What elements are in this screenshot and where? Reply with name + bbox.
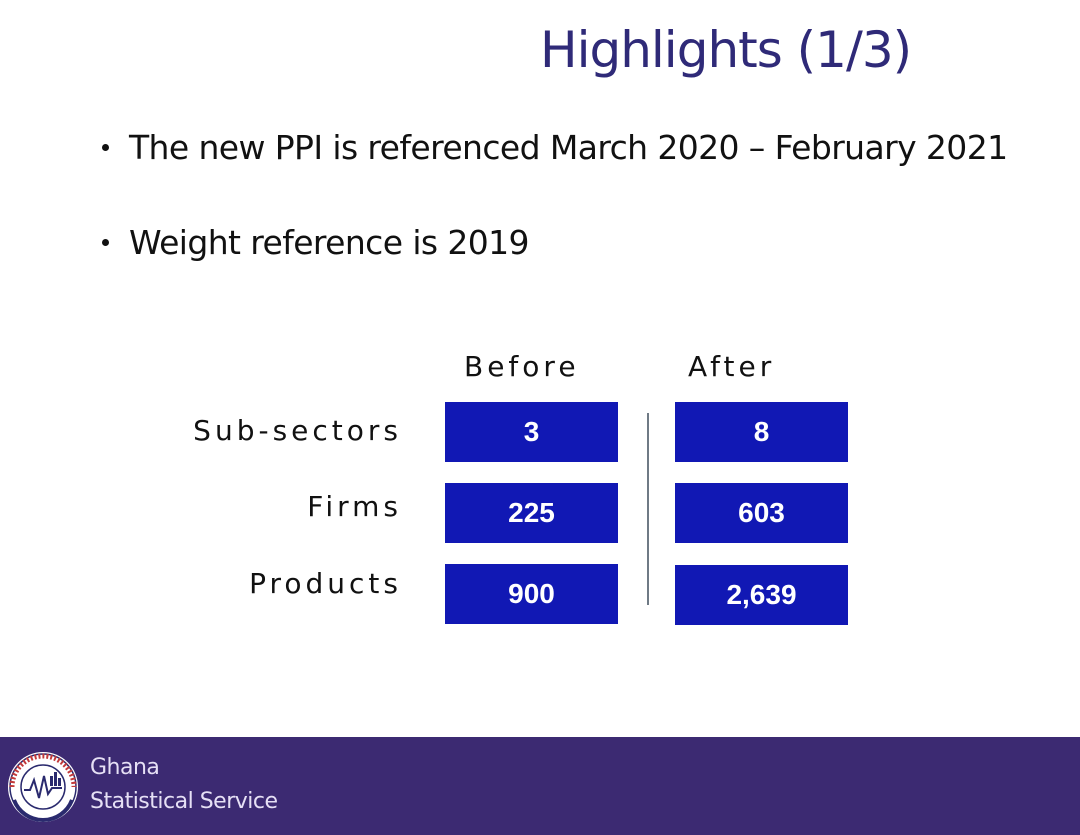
cell-sub-sectors-before: 3 (445, 402, 618, 462)
bullet-text: Weight reference is 2019 (129, 222, 530, 262)
org-name-line2: Statistical Service (90, 789, 278, 814)
footer-bar: Ghana Statistical Service (0, 737, 1080, 835)
org-name-line1: Ghana (90, 755, 160, 780)
cell-sub-sectors-after: 8 (675, 402, 848, 462)
cell-products-after: 2,639 (675, 565, 848, 625)
bullet-item: The new PPI is referenced March 2020 – F… (100, 122, 1008, 172)
row-label-firms: Firms (307, 490, 402, 523)
cell-firms-before: 225 (445, 483, 618, 543)
bullet-dot-icon (102, 143, 109, 151)
bullet-text: The new PPI is referenced March 2020 – F… (129, 127, 1008, 167)
cell-firms-after: 603 (675, 483, 848, 543)
slide-title: Highlights (1/3) (540, 21, 912, 79)
ghana-statistical-service-seal-icon (8, 752, 78, 822)
bullet-dot-icon (102, 238, 109, 246)
column-divider (647, 413, 649, 605)
bullet-item: Weight reference is 2019 (100, 217, 530, 267)
row-label-products: Products (249, 567, 402, 600)
row-label-sub-sectors: Sub-sectors (193, 414, 402, 447)
cell-products-before: 900 (445, 564, 618, 624)
column-header-before: Before (464, 350, 580, 383)
column-header-after: After (688, 350, 776, 383)
